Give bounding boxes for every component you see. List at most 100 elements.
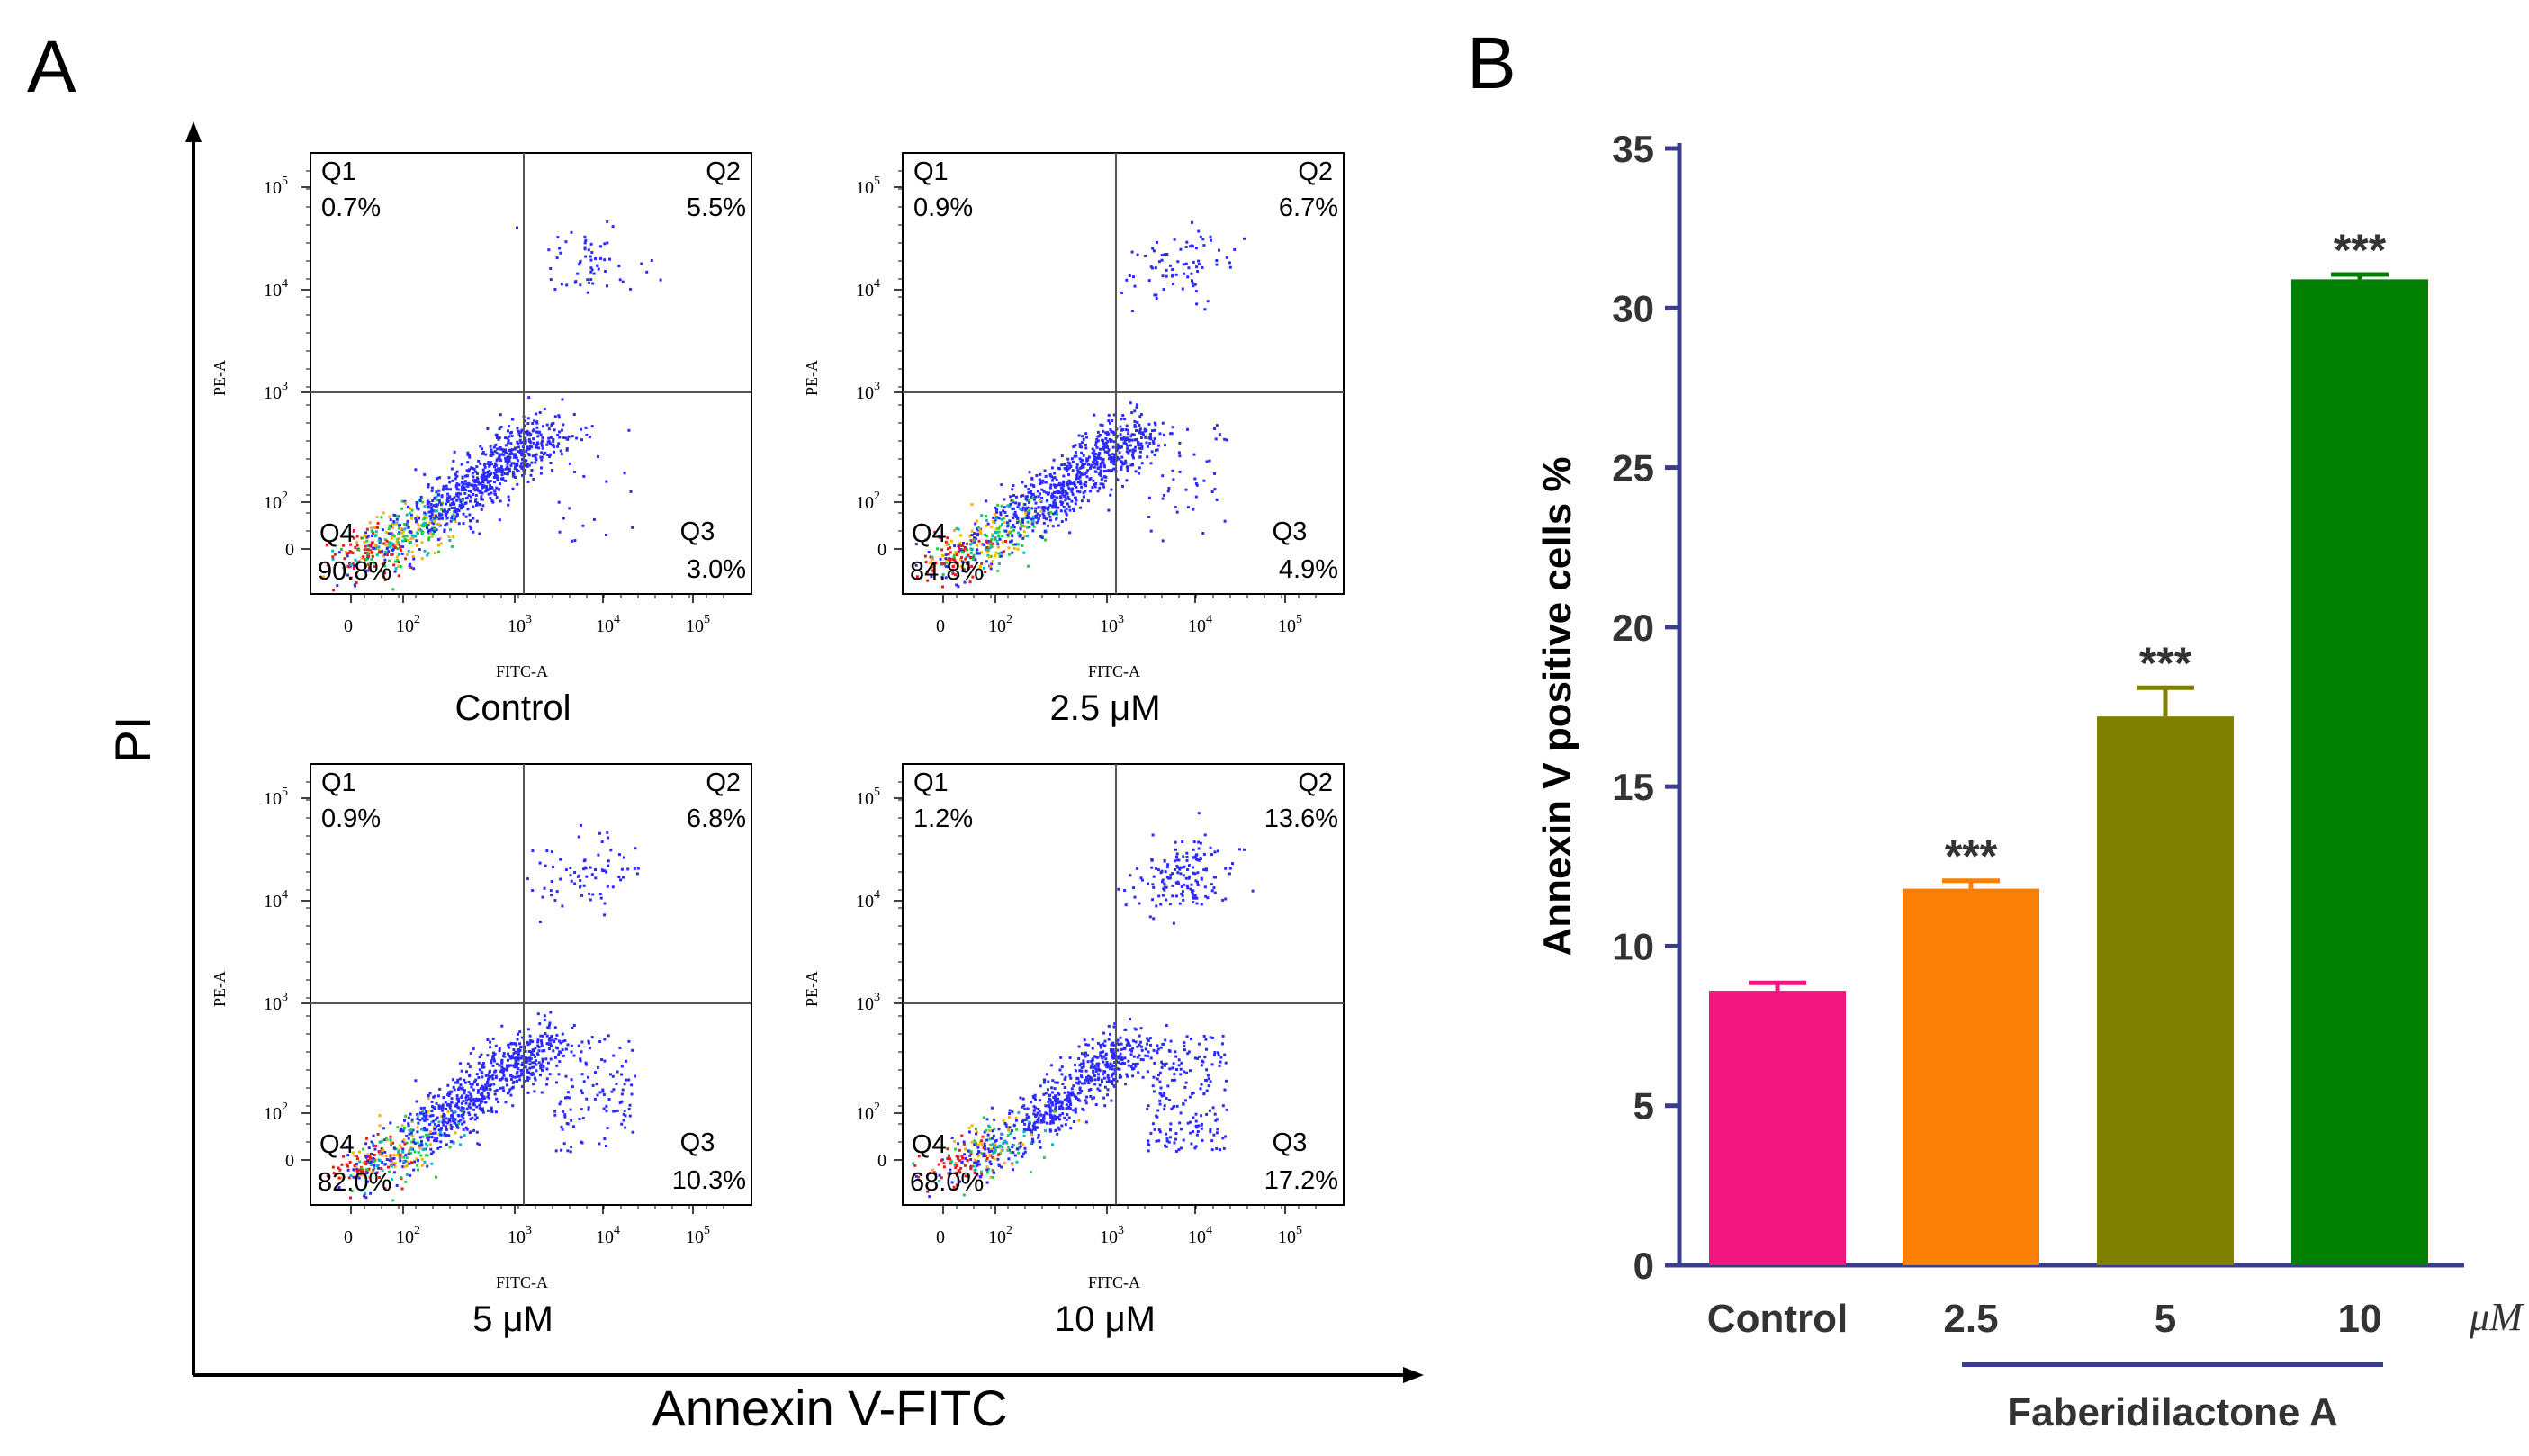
flow-dot bbox=[597, 1065, 599, 1069]
flow-dot bbox=[1153, 293, 1156, 297]
flow-dot bbox=[1074, 1063, 1076, 1066]
flow-dot bbox=[448, 539, 452, 542]
flow-dot bbox=[1022, 1097, 1025, 1101]
flow-dot bbox=[949, 1162, 952, 1165]
flow-dot bbox=[953, 1139, 956, 1143]
flow-dot bbox=[433, 1128, 436, 1131]
flow-dot bbox=[564, 868, 568, 872]
flow-dot bbox=[970, 529, 974, 533]
flow-dot bbox=[475, 1105, 479, 1109]
flow-dot bbox=[463, 1110, 466, 1114]
flow-dot bbox=[927, 551, 931, 553]
flow-dot bbox=[1093, 465, 1096, 469]
flow-dot bbox=[1126, 467, 1130, 471]
flow-dot bbox=[995, 515, 999, 518]
flow-dot bbox=[1213, 427, 1217, 430]
flow-dot bbox=[1025, 517, 1029, 520]
flow-dot bbox=[518, 1078, 522, 1082]
flow-dot bbox=[519, 1056, 523, 1060]
flow-dot bbox=[566, 1149, 570, 1153]
flow-dot bbox=[940, 1159, 943, 1163]
flow-dot bbox=[1082, 1062, 1085, 1065]
flow-dot bbox=[490, 1075, 494, 1078]
flow-dot bbox=[463, 1134, 466, 1137]
flow-dot bbox=[985, 1159, 988, 1163]
flow-dot bbox=[468, 1065, 472, 1069]
flow-dot bbox=[620, 867, 624, 871]
flow-dot bbox=[362, 1171, 365, 1174]
flow-dot bbox=[1104, 441, 1108, 445]
flow-dot bbox=[1148, 279, 1151, 283]
flow-dot bbox=[525, 450, 528, 454]
flow-dot bbox=[603, 1059, 607, 1063]
flow-dot bbox=[1066, 1091, 1070, 1094]
flow-dot bbox=[1045, 491, 1048, 495]
flow-dot bbox=[433, 530, 436, 534]
flow-dot bbox=[398, 531, 401, 535]
flow-dot bbox=[589, 866, 592, 869]
flow-dot bbox=[1054, 1129, 1058, 1132]
flow-dot bbox=[1202, 1035, 1206, 1038]
flow-dot bbox=[590, 251, 594, 254]
flow-dot bbox=[429, 517, 433, 521]
flow-dot bbox=[1187, 1050, 1191, 1054]
flow-dot bbox=[1172, 1066, 1175, 1070]
flow-dot bbox=[455, 1123, 458, 1127]
flow-dot bbox=[944, 564, 948, 568]
flow-dot bbox=[417, 532, 419, 535]
flow-dot bbox=[463, 1089, 466, 1092]
flow-dot bbox=[466, 1062, 470, 1065]
flow-dot bbox=[1213, 891, 1217, 894]
flow-dot bbox=[1209, 235, 1212, 238]
flow-dot bbox=[450, 1125, 454, 1128]
flow-dot bbox=[436, 516, 438, 519]
flow-dot bbox=[555, 1033, 559, 1037]
flow-dot bbox=[427, 552, 430, 555]
tick-exponent: 3 bbox=[874, 991, 880, 1004]
flow-dot bbox=[1007, 546, 1011, 550]
flow-dot bbox=[1178, 902, 1182, 905]
flow-dot bbox=[587, 1075, 590, 1079]
flow-dot bbox=[475, 472, 479, 475]
flow-dot bbox=[358, 1150, 361, 1154]
flow-dot bbox=[1096, 1065, 1100, 1068]
flow-dot bbox=[959, 565, 963, 568]
flow-dot bbox=[1224, 1135, 1228, 1138]
flow-dot bbox=[621, 1088, 625, 1092]
flow-dot bbox=[1138, 424, 1141, 427]
x-tick-label: 102 bbox=[396, 1224, 420, 1247]
flow-dot bbox=[1115, 435, 1119, 437]
flow-dot bbox=[1022, 524, 1025, 527]
flow-dot bbox=[387, 550, 391, 553]
flow-dot bbox=[399, 1153, 402, 1156]
flow-dot bbox=[985, 1129, 988, 1132]
flow-dot bbox=[938, 1180, 941, 1183]
flow-dot bbox=[464, 1126, 468, 1129]
flow-dot bbox=[539, 455, 543, 459]
flow-dot bbox=[442, 485, 446, 489]
flow-dot bbox=[940, 548, 944, 552]
flow-dot bbox=[368, 521, 372, 525]
flow-dot bbox=[542, 1065, 545, 1069]
flow-dot bbox=[1053, 490, 1057, 494]
flow-dot bbox=[960, 1160, 964, 1164]
flow-dot bbox=[1020, 525, 1023, 528]
flow-dot bbox=[1113, 1084, 1116, 1088]
flow-dot bbox=[417, 1159, 420, 1163]
flow-dot bbox=[1243, 848, 1246, 851]
flow-dot bbox=[1005, 1141, 1009, 1145]
flow-dot bbox=[457, 1101, 460, 1104]
flow-dot bbox=[1141, 1058, 1145, 1062]
flow-dot bbox=[581, 1117, 585, 1120]
flow-dot bbox=[539, 1066, 543, 1070]
flow-dot bbox=[446, 522, 449, 526]
flow-dot bbox=[590, 873, 594, 876]
flow-dot bbox=[556, 445, 560, 448]
flow-dot bbox=[1090, 463, 1094, 467]
flow-dot bbox=[553, 445, 555, 449]
flow-dot bbox=[1027, 516, 1030, 518]
flow-dot bbox=[1163, 885, 1166, 889]
flow-dot bbox=[1103, 1063, 1107, 1066]
flow-dot bbox=[1022, 1119, 1025, 1122]
flow-dot bbox=[1034, 516, 1038, 519]
